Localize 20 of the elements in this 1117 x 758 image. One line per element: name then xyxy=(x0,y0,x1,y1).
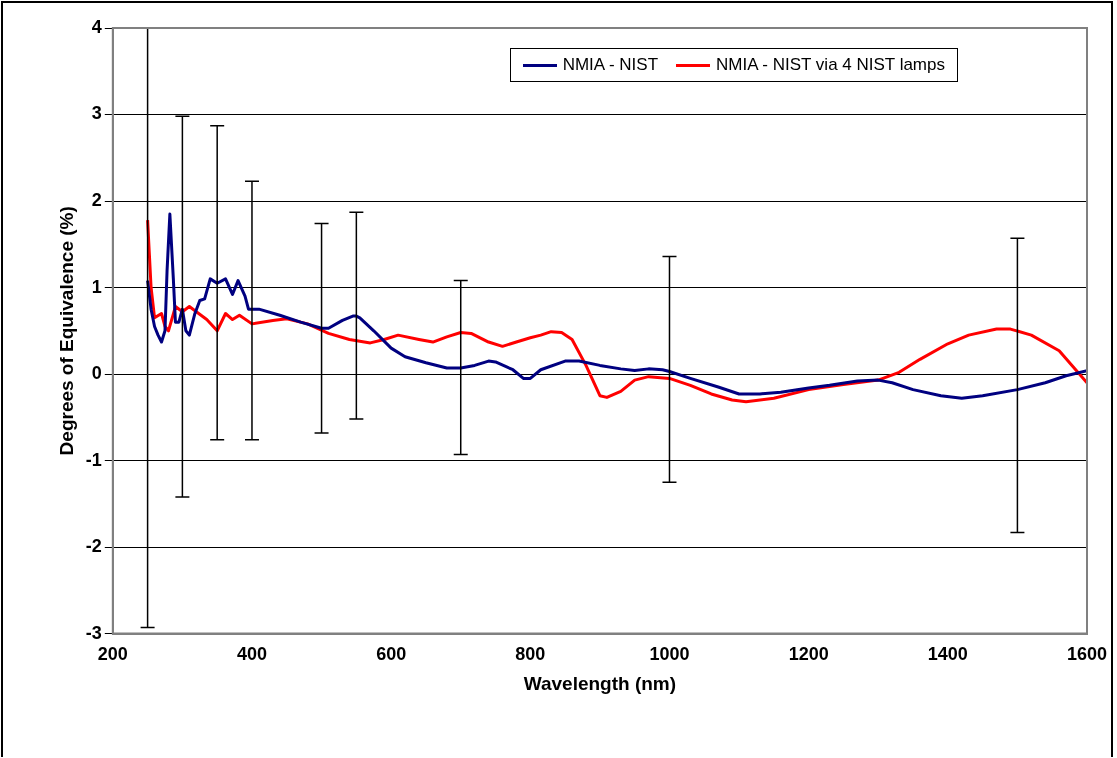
y-tick-label: 0 xyxy=(91,363,102,384)
x-tick-label: 200 xyxy=(97,644,128,665)
y-tick-label: 3 xyxy=(91,103,102,124)
y-tick-label: -3 xyxy=(85,622,102,643)
y-tick-label: 2 xyxy=(91,190,102,210)
x-tick-label: 400 xyxy=(236,644,267,665)
legend-label: NMIA - NIST via 4 NIST lamps xyxy=(716,55,945,75)
x-tick-label: 1600 xyxy=(1066,644,1108,665)
x-tick-label: 1000 xyxy=(649,644,690,665)
x-axis-title: Wavelength (nm) xyxy=(523,672,677,694)
y-tick-label: -1 xyxy=(85,449,102,470)
y-tick-label: 1 xyxy=(91,276,102,297)
x-tick-label: 1200 xyxy=(788,644,829,665)
x-tick-label: 800 xyxy=(515,644,546,665)
legend-label: NMIA - NIST xyxy=(562,55,659,75)
y-tick-label: 4 xyxy=(91,16,102,37)
y-tick-label: -2 xyxy=(85,536,102,557)
y-axis-title: Degrees of Equivalence (%) xyxy=(55,206,77,456)
x-tick-label: 600 xyxy=(376,644,407,665)
x-tick-label: 1400 xyxy=(927,644,968,665)
